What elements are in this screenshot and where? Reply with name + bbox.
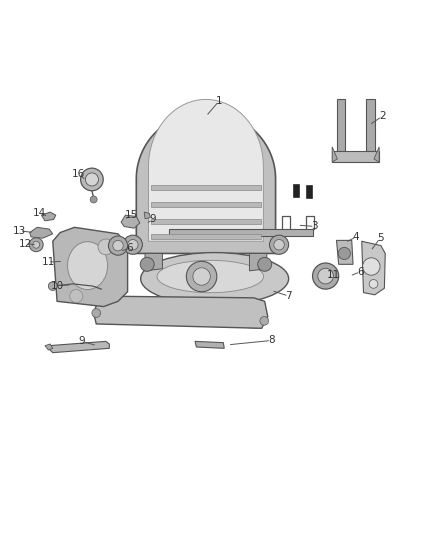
Circle shape [48,282,57,290]
Bar [169,229,313,236]
Circle shape [81,168,103,191]
Text: 8: 8 [268,335,275,345]
Text: 6: 6 [357,266,364,277]
Polygon shape [148,100,263,241]
Circle shape [140,257,154,271]
Text: 11: 11 [42,257,55,267]
Text: 15: 15 [124,210,138,220]
Bar [336,99,345,154]
Polygon shape [144,212,150,219]
Polygon shape [195,341,224,349]
Circle shape [369,279,378,288]
Circle shape [29,238,43,252]
Polygon shape [362,241,385,295]
Circle shape [260,317,268,325]
Text: 9: 9 [78,336,85,346]
Text: 10: 10 [50,281,64,290]
Circle shape [98,239,114,255]
Bar [151,202,261,207]
Text: 14: 14 [33,208,46,219]
Circle shape [193,268,210,285]
Polygon shape [145,254,162,271]
Polygon shape [45,344,53,350]
Circle shape [313,263,339,289]
Polygon shape [42,212,56,221]
Text: 13: 13 [13,226,26,236]
Ellipse shape [67,241,108,289]
Text: 1: 1 [215,96,223,106]
Circle shape [85,173,99,186]
Text: 2: 2 [379,111,385,122]
Polygon shape [136,111,276,254]
Circle shape [123,235,142,254]
Polygon shape [48,341,110,353]
Circle shape [109,236,127,255]
Circle shape [318,268,333,284]
Circle shape [33,241,40,248]
Polygon shape [336,240,353,264]
Polygon shape [30,228,53,238]
Circle shape [269,235,289,254]
Polygon shape [121,215,140,228]
Text: 6: 6 [127,243,133,253]
Ellipse shape [157,260,264,293]
Circle shape [186,261,217,292]
Circle shape [338,247,350,260]
Bar [151,185,261,190]
Bar [366,99,375,154]
Bar [151,219,261,224]
Polygon shape [332,147,337,162]
Bar [306,184,312,198]
Text: 11: 11 [326,270,339,280]
Circle shape [258,257,272,271]
Circle shape [90,196,97,203]
Circle shape [127,239,138,250]
Polygon shape [374,147,379,162]
Bar [293,184,299,197]
Bar [151,233,261,239]
Text: 16: 16 [72,169,85,179]
Text: 3: 3 [311,221,318,231]
Polygon shape [53,228,127,306]
Circle shape [92,309,101,318]
Text: 4: 4 [353,232,360,242]
Text: 5: 5 [377,233,383,243]
Ellipse shape [141,253,289,305]
Polygon shape [250,254,267,271]
Polygon shape [332,151,379,162]
Circle shape [274,239,284,250]
Text: 7: 7 [285,291,292,301]
Text: 9: 9 [149,214,156,224]
Text: 12: 12 [19,239,32,249]
Circle shape [70,289,83,303]
Polygon shape [94,296,268,328]
Circle shape [113,240,123,251]
Circle shape [363,258,380,275]
